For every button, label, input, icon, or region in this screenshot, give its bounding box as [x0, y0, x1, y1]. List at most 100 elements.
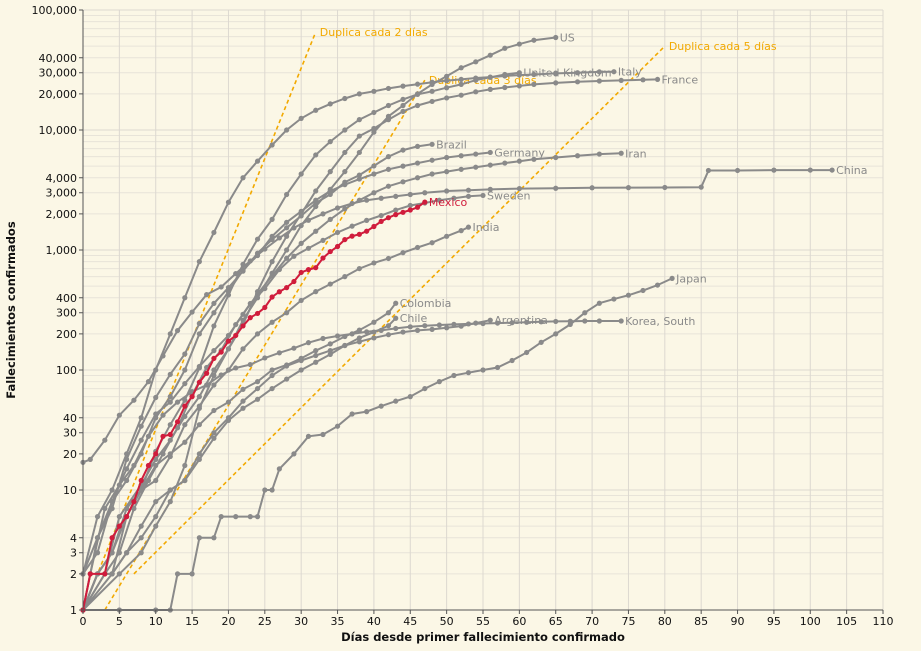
- data-point: [356, 91, 362, 97]
- data-point: [465, 370, 472, 376]
- data-point: [182, 462, 188, 469]
- data-point: [596, 69, 602, 75]
- data-point: [233, 270, 239, 277]
- data-point: [618, 150, 624, 156]
- data-point: [327, 101, 333, 107]
- data-point: [480, 367, 486, 373]
- data-point: [196, 422, 202, 428]
- x-tick-label: 5: [116, 615, 123, 628]
- data-point: [189, 571, 195, 577]
- data-point: [414, 244, 421, 251]
- data-point: [298, 269, 304, 276]
- data-point: [211, 535, 217, 541]
- data-point: [451, 372, 457, 379]
- data-point: [145, 379, 152, 385]
- data-point: [153, 462, 159, 469]
- data-point: [371, 171, 377, 177]
- data-point: [313, 348, 319, 354]
- data-point: [247, 300, 253, 307]
- data-point: [487, 186, 493, 192]
- data-point: [422, 385, 428, 392]
- data-point: [225, 199, 232, 205]
- data-point: [356, 172, 362, 178]
- data-point: [211, 372, 217, 379]
- data-point: [160, 433, 166, 439]
- data-point: [196, 320, 202, 327]
- data-point: [414, 204, 421, 210]
- data-point: [196, 331, 202, 337]
- data-point: [269, 487, 275, 493]
- data-point: [334, 205, 341, 211]
- series-label: France: [662, 73, 699, 86]
- data-point: [109, 535, 115, 541]
- data-point: [444, 85, 450, 91]
- data-point: [269, 367, 275, 373]
- data-point: [436, 379, 442, 385]
- data-point: [262, 304, 268, 311]
- series-label: US: [560, 31, 575, 44]
- data-point: [225, 346, 232, 352]
- data-point: [480, 192, 486, 199]
- data-point: [182, 403, 188, 409]
- data-point: [109, 487, 115, 493]
- data-point: [320, 431, 326, 438]
- data-point: [196, 394, 202, 400]
- data-point: [393, 300, 399, 306]
- data-point: [189, 394, 195, 400]
- data-point: [531, 37, 537, 43]
- y-tick-label: 30,000: [39, 67, 78, 80]
- data-point: [269, 259, 275, 265]
- data-point: [262, 355, 268, 361]
- data-point: [298, 208, 304, 214]
- data-point: [305, 217, 312, 223]
- data-point: [502, 160, 508, 166]
- data-point: [356, 335, 362, 341]
- data-point: [480, 320, 486, 327]
- data-point: [138, 523, 144, 529]
- data-point: [371, 319, 377, 325]
- data-point: [429, 240, 435, 246]
- data-point: [400, 102, 406, 109]
- data-point: [269, 216, 275, 222]
- series-label: Chile: [400, 312, 428, 325]
- data-point: [313, 197, 319, 203]
- data-point: [254, 396, 261, 402]
- series-label: Mexico: [429, 196, 468, 209]
- data-point: [407, 207, 413, 213]
- data-point: [436, 322, 442, 328]
- y-tick-label: 40: [63, 412, 77, 425]
- data-point: [407, 202, 413, 209]
- data-point: [174, 419, 181, 425]
- data-point: [771, 167, 777, 173]
- data-point: [625, 185, 632, 191]
- data-point: [465, 321, 472, 327]
- data-point: [291, 225, 297, 231]
- y-tick-label: 20: [63, 448, 77, 461]
- data-point: [284, 285, 290, 291]
- data-point: [487, 74, 493, 80]
- data-point: [342, 149, 348, 156]
- x-tick-label: 45: [403, 615, 417, 628]
- data-point: [305, 433, 312, 439]
- data-point: [233, 332, 239, 339]
- data-point: [196, 451, 202, 457]
- data-point: [124, 477, 130, 484]
- series-china: China: [80, 164, 868, 465]
- data-point: [567, 318, 573, 324]
- data-point: [334, 229, 341, 236]
- data-point: [182, 422, 188, 428]
- data-point: [182, 381, 188, 387]
- data-point: [298, 240, 304, 247]
- y-tick-labels: 1 2 3 4 10 20 30 40 100 200 300 400 1,000 2,000 3,000 4…: [32, 4, 83, 617]
- data-point: [444, 169, 450, 175]
- data-point: [553, 318, 559, 325]
- data-point: [167, 431, 173, 438]
- y-tick-label: 4: [70, 532, 77, 545]
- data-point: [196, 363, 202, 370]
- data-point: [298, 115, 304, 121]
- data-point: [494, 320, 501, 326]
- y-tick-label: 2,000: [46, 208, 78, 221]
- data-point: [196, 379, 202, 385]
- data-point: [291, 278, 297, 285]
